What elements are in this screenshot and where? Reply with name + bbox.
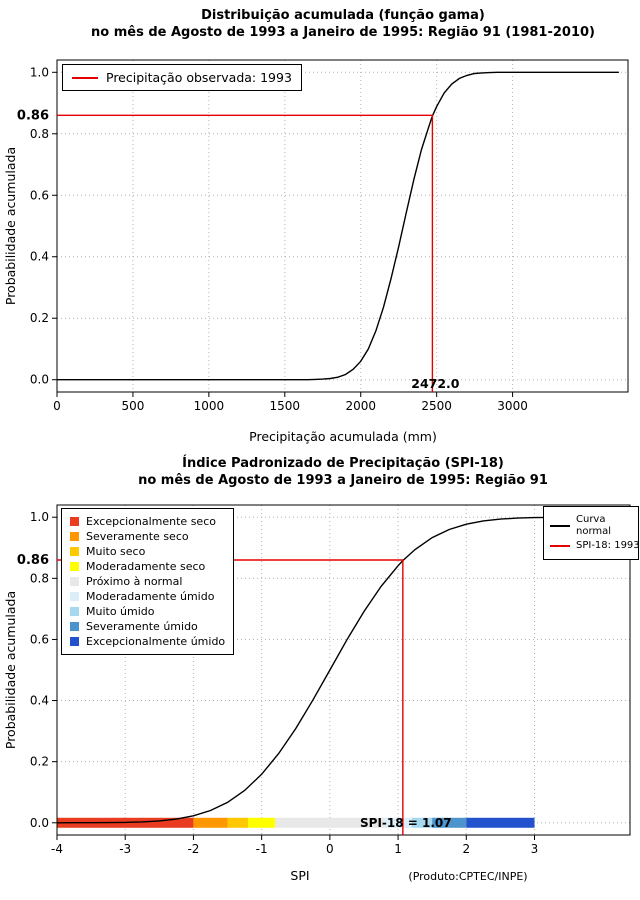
moderadamente-umido-label: Moderadamente úmido (86, 590, 215, 603)
cdf-curve (56, 516, 630, 824)
colorbar-segment (227, 817, 248, 828)
x-tick-label: 1000 (194, 399, 225, 413)
normal-curve-legend-label: Curva normal (576, 514, 612, 537)
chart2-y-axis-title: Probabilidade acumulada (3, 591, 18, 749)
chart1-y-axis-title: Probabilidade acumulada (3, 147, 18, 305)
proximo-a-normal-label: Próximo à normal (86, 575, 183, 588)
x-tick-label: 2000 (345, 399, 376, 413)
spi-lines-legend: Curva normal SPI-18: 1993 (543, 506, 640, 560)
y-tick-label: 0.6 (30, 188, 49, 202)
legend-item-moderadamente-umido: Moderadamente úmido (70, 589, 225, 604)
excepcionalmente-seco-swatch (70, 517, 79, 526)
legend-item-severamente-seco: Severamente seco (70, 529, 225, 544)
excepcionalmente-umido-label: Excepcionalmente úmido (86, 635, 226, 648)
muito-seco-swatch (70, 547, 79, 556)
y-tick-label: 0.2 (30, 311, 49, 325)
moderadamente-seco-label: Moderadamente seco (86, 560, 206, 573)
chart2-x-axis-title: SPI (290, 868, 309, 883)
y-tick-label: 0.0 (30, 816, 49, 830)
severamente-umido-swatch (70, 622, 79, 631)
moderadamente-seco-swatch (70, 562, 79, 571)
y-tick-label: 0.2 (30, 755, 49, 769)
y-tick-label: 0.8 (30, 127, 49, 141)
legend-item-severamente-umido: Severamente úmido (70, 619, 225, 634)
chart2-plot-area: -4 -3 -2 -1 0 1 2 3 0.0 0.2 0.4 0.6 0.8 1.0 0.86 SPI-18… (17, 504, 631, 856)
excepcionalmente-umido-swatch (70, 637, 79, 646)
legend-item-muito-seco: Muito seco (70, 544, 225, 559)
x-tick-label: 1 (394, 842, 402, 856)
x-tick-label: 0 (53, 399, 61, 413)
reference-x-label: 2472.0 (411, 376, 460, 391)
x-tick-label: -1 (256, 842, 268, 856)
observed-precipitation-legend-label: Precipitação observada: 1993 (106, 70, 292, 85)
severamente-seco-label: Severamente seco (86, 530, 189, 543)
legend-item-moderadamente-seco: Moderadamente seco (70, 559, 225, 574)
colorbar-segment (193, 817, 228, 828)
chart2-subtitle: no mês de Agosto de 1993 a Janeiro de 19… (138, 473, 548, 488)
x-tick-label: 3000 (497, 399, 528, 413)
y-tick-label: 0.4 (30, 250, 49, 264)
reference-y-label: 0.86 (17, 553, 49, 568)
proximo-a-normal-swatch (70, 577, 79, 586)
muito-umido-swatch (70, 607, 79, 616)
x-tick-label: 0 (326, 842, 334, 856)
y-tick-label: 0.8 (30, 571, 49, 585)
legend-item-spi18-1993: SPI-18: 1993 (550, 540, 640, 552)
colorbar-segment (432, 817, 467, 828)
legend-item-proximo-a-normal: Próximo à normal (70, 574, 225, 589)
observed-precipitation-line-sample (72, 76, 98, 79)
plot-box (56, 59, 629, 393)
x-tick-label: -3 (119, 842, 131, 856)
severamente-umido-label: Severamente úmido (86, 620, 198, 633)
chart1-subtitle: no mês de Agosto de 1993 a Janeiro de 19… (91, 25, 595, 40)
spi18-line-sample (550, 545, 570, 547)
x-tick-label: 2500 (421, 399, 452, 413)
spi-categories-legend: Excepcionalmente seco Severamente seco M… (61, 508, 235, 655)
excepcionalmente-seco-label: Excepcionalmente seco (86, 515, 216, 528)
x-tick-label: 2 (462, 842, 470, 856)
chart1-x-axis-title: Precipitação acumulada (mm) (249, 429, 437, 444)
colorbar-segment (384, 817, 412, 828)
spi-cdf-chart: -4 -3 -2 -1 0 1 2 3 0.0 0.2 0.4 0.6 0.8 1.0 0.86 SPI-18… (3, 504, 631, 883)
chart1-plot-area: 0 500 1000 1500 2000 2500 3000 0.0 0.2 0.4 0.6 0.8 1… (17, 59, 629, 413)
y-tick-label: 0.4 (30, 694, 49, 708)
y-tick-label: 1.0 (30, 65, 49, 79)
spi-annotation: SPI-18 = 1.07 (360, 816, 452, 830)
legend-item-excepcionalmente-umido: Excepcionalmente úmido (70, 634, 225, 649)
colorbar-segment (248, 817, 276, 828)
muito-umido-label: Muito úmido (86, 605, 155, 618)
cdf-curve (57, 71, 619, 381)
reference-line (57, 114, 434, 392)
colorbar-segment (411, 817, 433, 828)
chart2-credit: (Produto:CPTEC/INPE) (408, 870, 527, 883)
colorbar-segment (466, 817, 535, 828)
gamma-cdf-chart: 0 500 1000 1500 2000 2500 3000 0.0 0.2 0.4 0.6 0.8 1… (3, 59, 629, 444)
plot-box (56, 504, 631, 836)
x-tick-label: 3 (531, 842, 539, 856)
legend-item-curva-normal: Curva normal (550, 514, 632, 538)
x-tick-label: -2 (187, 842, 199, 856)
reference-y-label: 0.86 (17, 108, 49, 123)
normal-curve-line-sample (550, 525, 570, 527)
muito-seco-label: Muito seco (86, 545, 146, 558)
legend-item-muito-umido: Muito úmido (70, 604, 225, 619)
legend-item-excepcionalmente-seco: Excepcionalmente seco (70, 514, 225, 529)
chart1-legend: Precipitação observada: 1993 (62, 64, 302, 91)
colorbar-segment (275, 817, 385, 828)
chart1-title: Distribuição acumulada (função gama) (201, 8, 485, 23)
severamente-seco-swatch (70, 532, 79, 541)
x-tick-label: 1500 (270, 399, 301, 413)
x-tick-label: -4 (51, 842, 63, 856)
moderadamente-umido-swatch (70, 592, 79, 601)
y-tick-label: 0.0 (30, 373, 49, 387)
chart2-title: Índice Padronizado de Precipitação (SPI-… (182, 456, 504, 471)
spi18-legend-label: SPI-18: 1993 (576, 540, 640, 551)
y-tick-label: 0.6 (30, 632, 49, 646)
x-tick-label: 500 (121, 399, 144, 413)
y-tick-label: 1.0 (30, 510, 49, 524)
